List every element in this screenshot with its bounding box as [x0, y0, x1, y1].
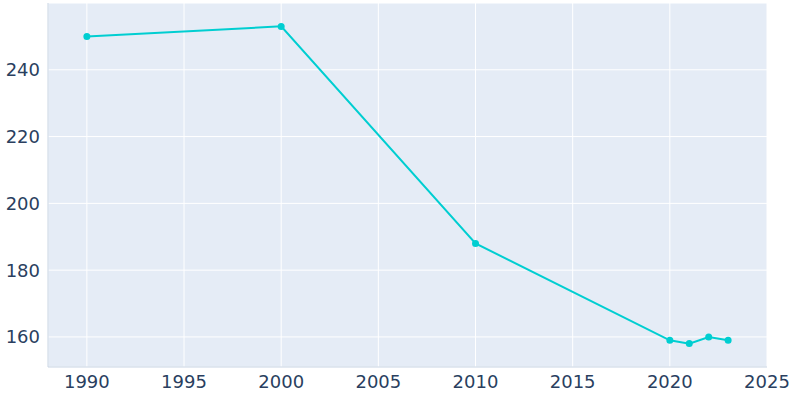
- svg-text:2015: 2015: [550, 371, 596, 392]
- svg-text:1990: 1990: [64, 371, 110, 392]
- svg-text:180: 180: [8, 260, 40, 281]
- svg-text:240: 240: [8, 59, 40, 80]
- svg-text:2025: 2025: [744, 371, 790, 392]
- svg-text:220: 220: [8, 126, 40, 147]
- svg-text:2020: 2020: [647, 371, 693, 392]
- svg-text:160: 160: [8, 326, 40, 347]
- svg-text:200: 200: [8, 193, 40, 214]
- svg-text:2000: 2000: [258, 371, 304, 392]
- svg-text:1995: 1995: [161, 371, 207, 392]
- svg-text:2005: 2005: [355, 371, 401, 392]
- svg-text:2010: 2010: [453, 371, 499, 392]
